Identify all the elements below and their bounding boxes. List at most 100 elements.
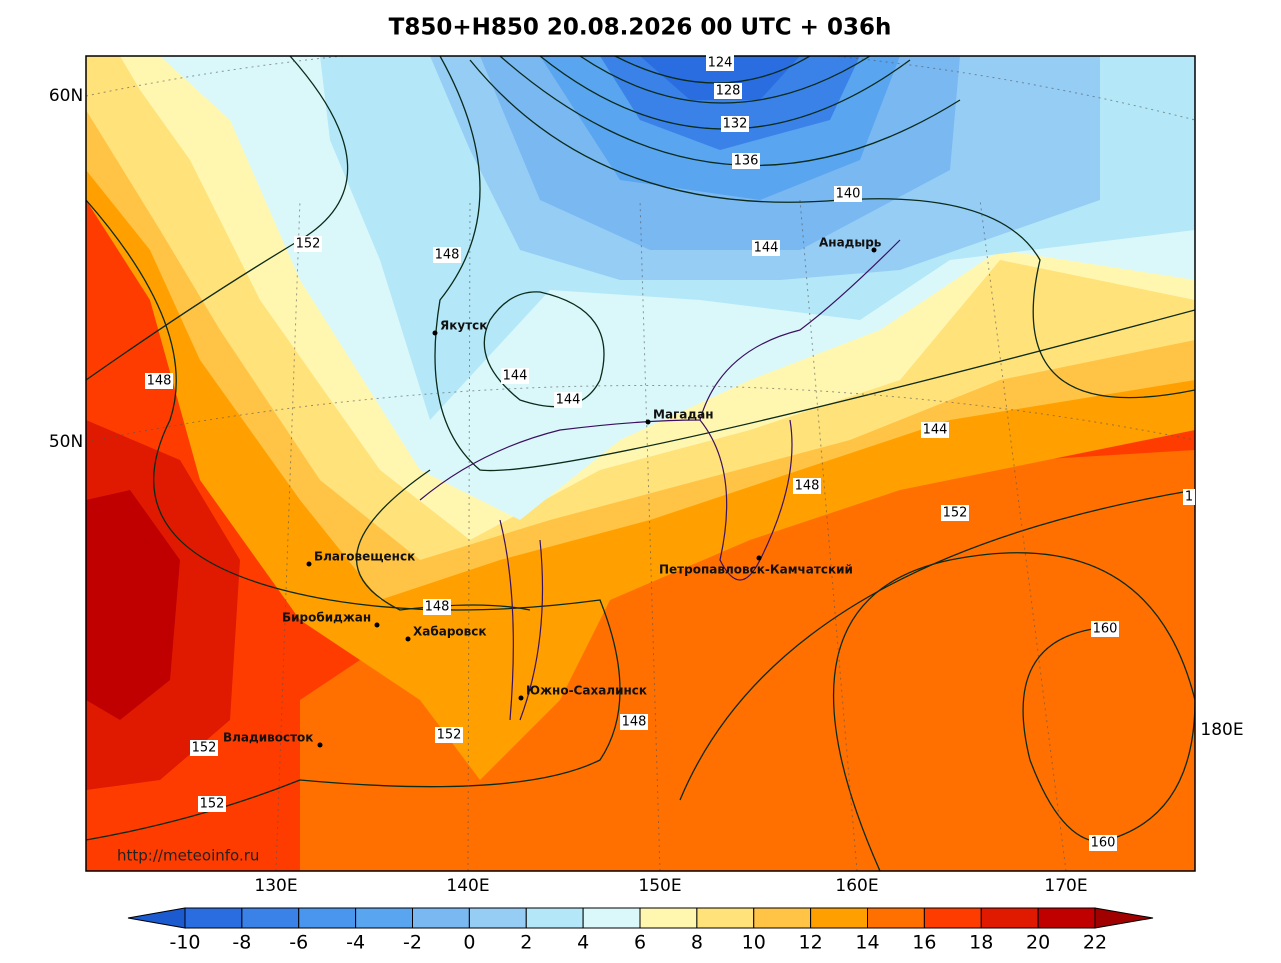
contour-label-bg <box>501 368 529 384</box>
colorbar-tick-label: 16 <box>912 932 936 954</box>
city-label: Южно-Сахалинск <box>526 684 647 698</box>
contour-label: 160 <box>1091 836 1116 851</box>
colorbar-swatch <box>1037 907 1096 929</box>
city-dot <box>405 636 411 642</box>
colorbar-tick-label: 2 <box>520 932 532 954</box>
contour-label-bg <box>433 247 461 263</box>
contour-label: 152 <box>296 237 321 252</box>
colorbar-arrow-high <box>1094 907 1154 929</box>
city-dot <box>374 622 380 628</box>
city-dot <box>645 419 651 425</box>
contour-label-bg <box>145 373 173 389</box>
colorbar-tick-label: -4 <box>346 932 365 954</box>
contour-label-bg <box>190 740 218 756</box>
lon-label: 140E <box>446 876 489 896</box>
contour-label: 144 <box>503 369 528 384</box>
city-label: Хабаровск <box>413 625 487 639</box>
title: T850+H850 20.08.2026 00 UTC + 036h <box>389 15 892 41</box>
colorbar-tick-label: 18 <box>969 932 993 954</box>
contour-label-bg <box>921 422 949 438</box>
contour-label: 148 <box>622 715 647 730</box>
colorbar-swatch <box>468 907 527 929</box>
lon-label: 160E <box>835 876 878 896</box>
colorbar-tick-label: -8 <box>232 932 251 954</box>
temperature-field <box>86 56 1195 871</box>
colorbar-swatch <box>241 907 300 929</box>
colorbar-tick-label: -10 <box>169 932 200 954</box>
city-label: Биробиджан <box>282 611 371 625</box>
contour-label-bg <box>732 153 760 169</box>
contour-label: 152 <box>200 797 225 812</box>
city-dot <box>871 247 877 253</box>
city-label: Магадан <box>653 408 714 422</box>
contour-label: 152 <box>192 741 217 756</box>
contour-label: 136 <box>734 154 759 169</box>
colorbar-swatch <box>810 907 868 929</box>
city-label: Якутск <box>440 319 487 333</box>
contour-label-bg <box>834 186 862 202</box>
contour-label-bg <box>198 796 226 812</box>
map-frame <box>85 55 1196 872</box>
colorbar-swatch <box>525 907 584 929</box>
colorbar-swatch <box>753 907 812 929</box>
colorbar-swatch <box>184 907 243 929</box>
colorbar-tick-label: -2 <box>403 932 422 954</box>
contour-label-bg <box>706 55 734 71</box>
colorbar-swatch <box>980 907 1039 929</box>
lon-label: 180E <box>1200 720 1243 740</box>
contour-label-bg <box>1183 489 1195 505</box>
city-label: Благовещенск <box>314 550 415 564</box>
lon-label: 130E <box>254 876 297 896</box>
contour-label-bg <box>1091 621 1119 637</box>
colorbar-tick-label: 20 <box>1026 932 1050 954</box>
colorbar-tick-label: 22 <box>1083 932 1107 954</box>
contour-label: 148 <box>435 248 460 263</box>
lon-label: 150E <box>638 876 681 896</box>
contour-label: 144 <box>556 393 581 408</box>
colorbar-tick-label: 0 <box>463 932 475 954</box>
colorbar-swatch <box>582 907 641 929</box>
contour-label: 140 <box>836 187 861 202</box>
lat-label: 50N <box>49 432 83 452</box>
colorbar-tick-label: 10 <box>742 932 766 954</box>
city-dot <box>518 695 524 701</box>
colorbar-swatch <box>355 907 413 929</box>
contour-label: 152 <box>437 728 462 743</box>
colorbar-tick-label: 6 <box>634 932 646 954</box>
colorbar-tick-label: 14 <box>855 932 879 954</box>
city-dot <box>756 555 762 561</box>
city-dot <box>317 742 323 748</box>
contour-label-bg <box>941 505 969 521</box>
colorbar-tick-label: 8 <box>691 932 703 954</box>
colorbar-swatch <box>412 907 470 929</box>
city-dot <box>306 561 312 567</box>
colorbar-swatch <box>696 907 755 929</box>
contour-label-bg <box>620 714 648 730</box>
colorbar-swatch <box>639 907 698 929</box>
contour-label: 148 <box>425 600 450 615</box>
contour-label-bg <box>435 727 463 743</box>
contour-label: 144 <box>923 423 948 438</box>
contour-label-bg <box>554 392 582 408</box>
contour-label: 148 <box>147 374 172 389</box>
colorbar-swatch <box>867 907 925 929</box>
colorbar-tick-label: 12 <box>799 932 823 954</box>
contour-label: 124 <box>708 56 733 71</box>
lon-label: 170E <box>1044 876 1087 896</box>
contour-label-bg <box>423 599 451 615</box>
colorbar-tick-label: -6 <box>289 932 308 954</box>
contour-label: 160 <box>1093 622 1118 637</box>
contour-label-bg <box>752 240 780 256</box>
contour-label: 144 <box>754 241 779 256</box>
lat-label: 60N <box>49 86 83 106</box>
contour-label-bg <box>714 83 742 99</box>
contour-label-bg <box>793 478 821 494</box>
contour-label-bg <box>721 116 749 132</box>
city-label: Анадырь <box>819 236 882 250</box>
contour-label: 148 <box>795 479 820 494</box>
colorbar-swatch <box>923 907 982 929</box>
watermark: http://meteoinfo.ru <box>117 847 259 865</box>
city-label: Петропавловск-Камчатский <box>659 563 853 577</box>
